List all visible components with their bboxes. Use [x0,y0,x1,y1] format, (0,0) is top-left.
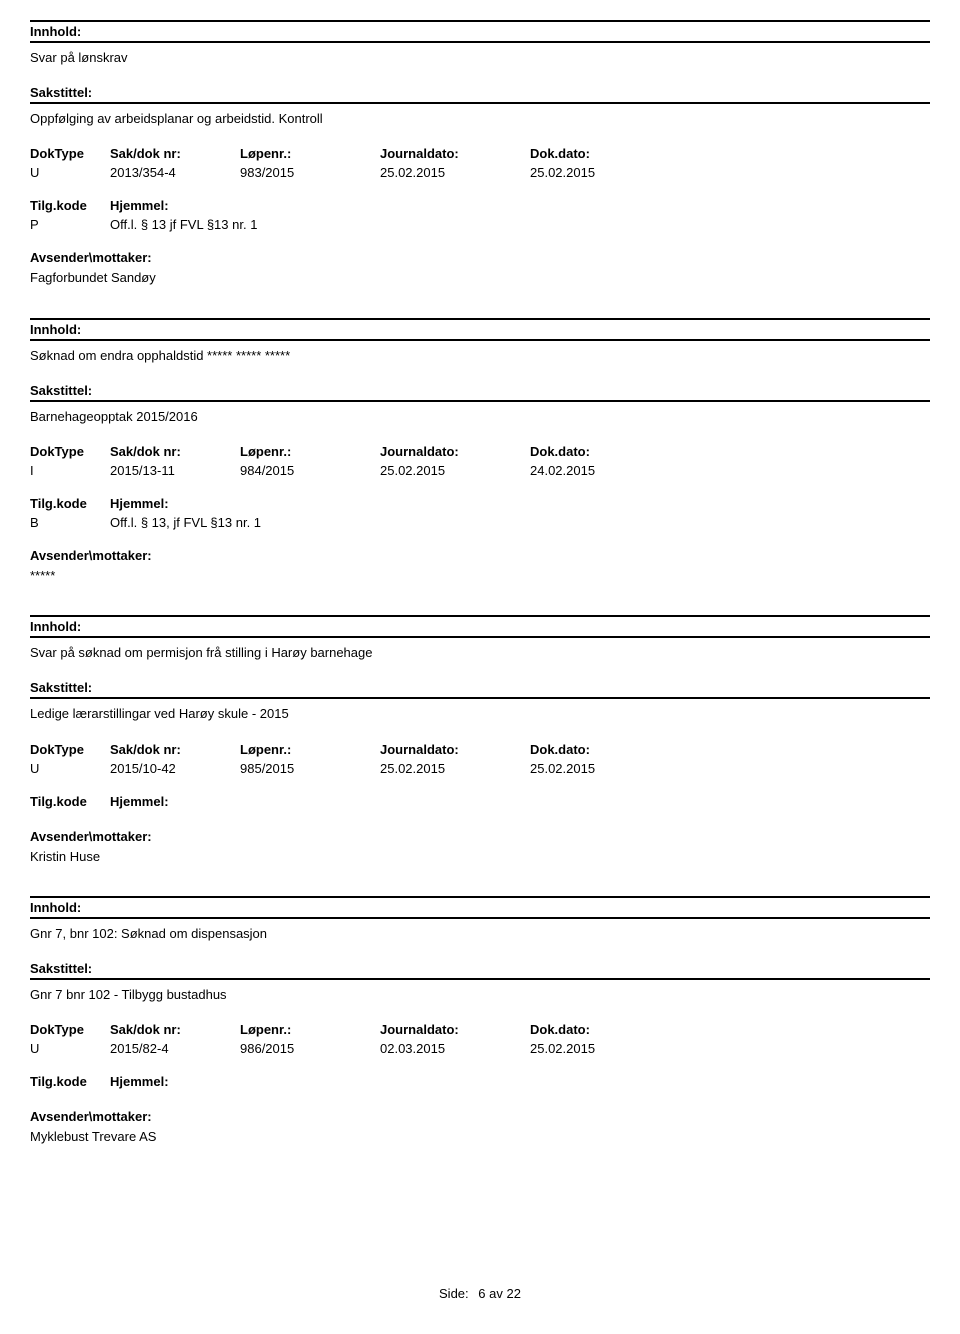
saknr-value: 2013/354-4 [110,165,240,180]
header-row: DokType Sak/dok nr: Løpenr.: Journaldato… [30,444,930,459]
journaldato-header: Journaldato: [380,444,530,459]
saknr-header: Sak/dok nr: [110,742,240,757]
header-row: DokType Sak/dok nr: Løpenr.: Journaldato… [30,742,930,757]
hjemmel-header: Hjemmel: [110,198,930,213]
tilg-header-row: Tilg.kode Hjemmel: [30,198,930,213]
lopenr-value: 984/2015 [240,463,380,478]
doktype-header: DokType [30,146,110,161]
footer-av: av [489,1286,503,1301]
journaldato-value: 25.02.2015 [380,463,530,478]
hjemmel-value: Off.l. § 13, jf FVL §13 nr. 1 [110,515,930,530]
data-row: I 2015/13-11 984/2015 25.02.2015 24.02.2… [30,463,930,478]
header-row: DokType Sak/dok nr: Løpenr.: Journaldato… [30,1022,930,1037]
hjemmel-header: Hjemmel: [110,1074,930,1089]
tilgkode-header: Tilg.kode [30,794,110,809]
saknr-header: Sak/dok nr: [110,146,240,161]
journaldato-header: Journaldato: [380,1022,530,1037]
journaldato-header: Journaldato: [380,146,530,161]
dokdato-header: Dok.dato: [530,1022,680,1037]
sakstittel-text: Barnehageopptak 2015/2016 [30,408,930,426]
sakstittel-label: Sakstittel: [30,680,930,699]
lopenr-header: Løpenr.: [240,1022,380,1037]
tilgkode-value: B [30,515,110,530]
innhold-text: Gnr 7, bnr 102: Søknad om dispensasjon [30,925,930,943]
tilg-header-row: Tilg.kode Hjemmel: [30,496,930,511]
avsender-value: ***** [30,567,930,585]
innhold-text: Svar på lønskrav [30,49,930,67]
dokdato-value: 24.02.2015 [530,463,680,478]
sakstittel-label: Sakstittel: [30,85,930,104]
journaldato-value: 02.03.2015 [380,1041,530,1056]
dokdato-value: 25.02.2015 [530,1041,680,1056]
hjemmel-header: Hjemmel: [110,794,930,809]
journal-entry: Innhold: Søknad om endra opphaldstid ***… [30,318,930,586]
doktype-value: U [30,165,110,180]
header-row: DokType Sak/dok nr: Løpenr.: Journaldato… [30,146,930,161]
doktype-value: U [30,1041,110,1056]
dokdato-header: Dok.dato: [530,742,680,757]
journaldato-value: 25.02.2015 [380,761,530,776]
innhold-label: Innhold: [30,322,930,341]
doktype-header: DokType [30,444,110,459]
page-footer: Side: 6 av 22 [30,1286,930,1301]
doktype-value: U [30,761,110,776]
dokdato-value: 25.02.2015 [530,761,680,776]
dokdato-header: Dok.dato: [530,146,680,161]
tilg-header-row: Tilg.kode Hjemmel: [30,1074,930,1089]
avsender-value: Myklebust Trevare AS [30,1128,930,1146]
innhold-label: Innhold: [30,900,930,919]
hjemmel-header: Hjemmel: [110,496,930,511]
innhold-label: Innhold: [30,619,930,638]
journal-entry: Innhold: Svar på søknad om permisjon frå… [30,615,930,866]
footer-page: 6 [478,1286,485,1301]
avsender-label: Avsender\mottaker: [30,548,930,563]
lopenr-header: Løpenr.: [240,444,380,459]
saknr-header: Sak/dok nr: [110,444,240,459]
data-row: U 2013/354-4 983/2015 25.02.2015 25.02.2… [30,165,930,180]
journaldato-header: Journaldato: [380,742,530,757]
footer-side-label: Side: [439,1286,469,1301]
journaldato-value: 25.02.2015 [380,165,530,180]
tilg-data-row: P Off.l. § 13 jf FVL §13 nr. 1 [30,217,930,232]
dokdato-value: 25.02.2015 [530,165,680,180]
tilg-header-row: Tilg.kode Hjemmel: [30,794,930,809]
sakstittel-text: Gnr 7 bnr 102 - Tilbygg bustadhus [30,986,930,1004]
data-row: U 2015/10-42 985/2015 25.02.2015 25.02.2… [30,761,930,776]
journal-entry: Innhold: Gnr 7, bnr 102: Søknad om dispe… [30,896,930,1147]
footer-total: 22 [507,1286,521,1301]
innhold-text: Svar på søknad om permisjon frå stilling… [30,644,930,662]
sakstittel-text: Oppfølging av arbeidsplanar og arbeidsti… [30,110,930,128]
saknr-value: 2015/13-11 [110,463,240,478]
innhold-text: Søknad om endra opphaldstid ***** ***** … [30,347,930,365]
journal-entry: Innhold: Svar på lønskrav Sakstittel: Op… [30,20,930,288]
lopenr-header: Løpenr.: [240,146,380,161]
tilgkode-header: Tilg.kode [30,496,110,511]
sakstittel-text: Ledige lærarstillingar ved Harøy skule -… [30,705,930,723]
lopenr-value: 983/2015 [240,165,380,180]
lopenr-value: 985/2015 [240,761,380,776]
dokdato-header: Dok.dato: [530,444,680,459]
sakstittel-label: Sakstittel: [30,383,930,402]
saknr-value: 2015/10-42 [110,761,240,776]
doktype-header: DokType [30,742,110,757]
hjemmel-value: Off.l. § 13 jf FVL §13 nr. 1 [110,217,930,232]
avsender-label: Avsender\mottaker: [30,1109,930,1124]
saknr-header: Sak/dok nr: [110,1022,240,1037]
tilg-data-row: B Off.l. § 13, jf FVL §13 nr. 1 [30,515,930,530]
avsender-value: Fagforbundet Sandøy [30,269,930,287]
doktype-header: DokType [30,1022,110,1037]
saknr-value: 2015/82-4 [110,1041,240,1056]
data-row: U 2015/82-4 986/2015 02.03.2015 25.02.20… [30,1041,930,1056]
lopenr-value: 986/2015 [240,1041,380,1056]
tilgkode-header: Tilg.kode [30,1074,110,1089]
tilgkode-header: Tilg.kode [30,198,110,213]
doktype-value: I [30,463,110,478]
tilgkode-value: P [30,217,110,232]
avsender-label: Avsender\mottaker: [30,250,930,265]
avsender-label: Avsender\mottaker: [30,829,930,844]
avsender-value: Kristin Huse [30,848,930,866]
sakstittel-label: Sakstittel: [30,961,930,980]
lopenr-header: Løpenr.: [240,742,380,757]
innhold-label: Innhold: [30,24,930,43]
